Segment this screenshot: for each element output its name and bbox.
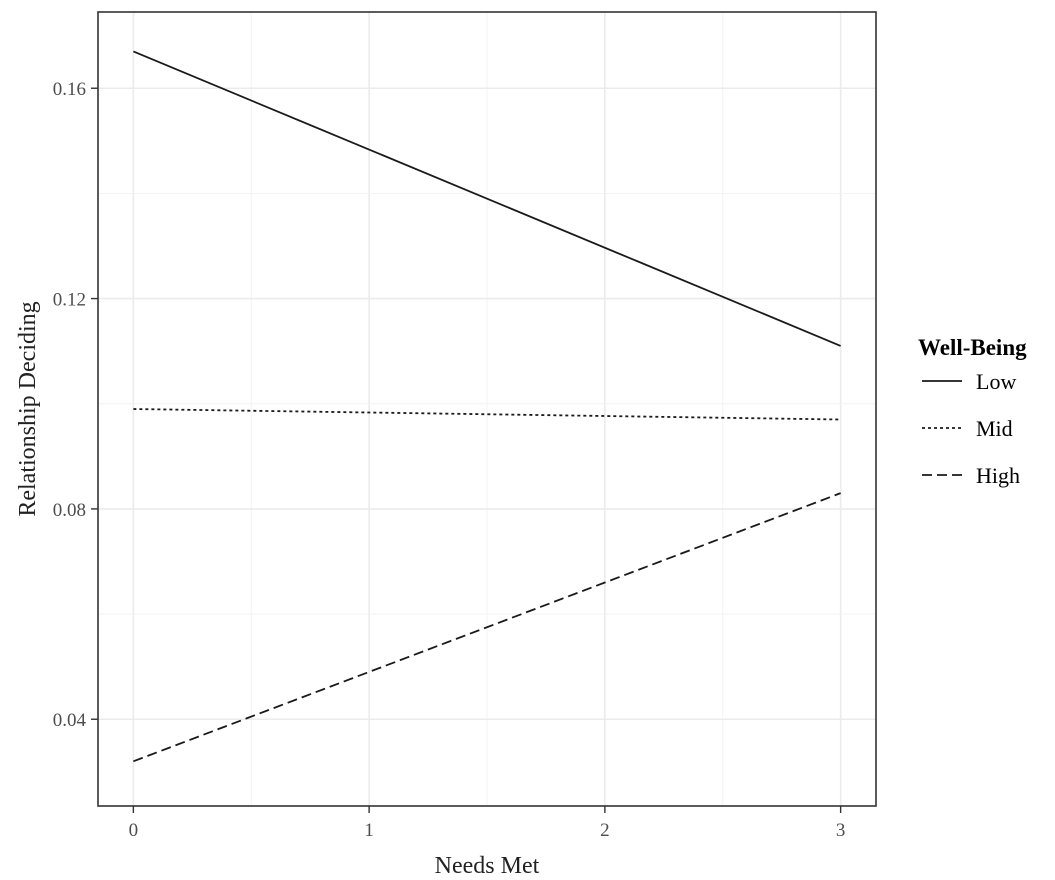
x-axis-title: Needs Met	[435, 853, 540, 879]
legend-label-high: High	[976, 463, 1020, 488]
x-tick-label: 1	[364, 820, 374, 841]
x-tick-label: 3	[836, 820, 846, 841]
y-tick-label: 0.16	[53, 79, 86, 100]
x-tick-label: 0	[129, 820, 139, 841]
series-line-mid	[133, 408, 841, 421]
axis-ticks: 0 1 2 3 0.04 0.08 0.12 0.16	[53, 79, 846, 841]
grid-lines	[98, 12, 876, 806]
legend-label-mid: Mid	[976, 416, 1013, 441]
y-tick-label: 0.04	[53, 710, 87, 731]
series-line-low	[133, 50, 841, 347]
series-lines	[133, 50, 841, 763]
y-axis-title: Relationship Deciding	[15, 301, 41, 516]
y-tick-label: 0.12	[53, 290, 86, 311]
series-line-high	[133, 492, 841, 763]
x-tick-label: 2	[600, 820, 610, 841]
legend-label-low: Low	[976, 369, 1016, 394]
plot-panel-border	[97, 11, 877, 807]
legend: Well-Being Low Mid High	[918, 335, 1027, 488]
y-tick-label: 0.08	[53, 500, 86, 521]
legend-title: Well-Being	[918, 335, 1027, 360]
